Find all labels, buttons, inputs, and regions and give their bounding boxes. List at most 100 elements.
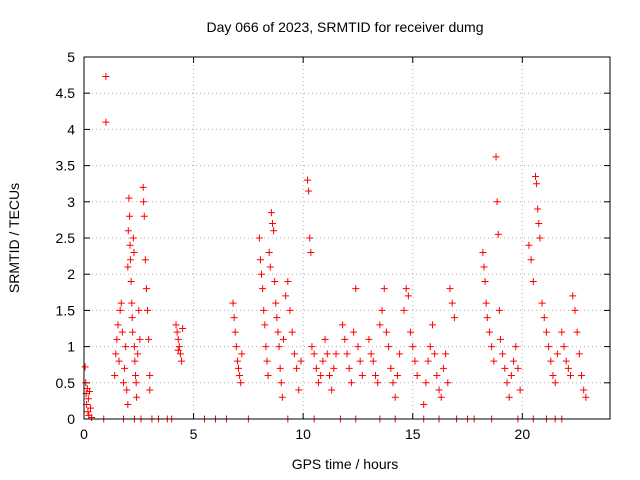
data-point xyxy=(139,183,147,191)
data-point xyxy=(172,321,180,329)
data-point xyxy=(111,372,119,380)
data-point xyxy=(341,335,349,343)
data-point xyxy=(378,306,386,314)
data-point xyxy=(317,372,325,380)
chart-title: Day 066 of 2023, SRMTID for receiver dum… xyxy=(206,19,483,35)
data-point xyxy=(356,357,364,365)
data-point xyxy=(431,350,439,358)
data-point xyxy=(402,285,410,293)
data-point xyxy=(85,387,93,395)
data-point xyxy=(310,350,318,358)
data-point xyxy=(488,343,496,351)
data-point xyxy=(268,220,276,228)
data-point xyxy=(446,285,454,293)
gridlines xyxy=(84,57,610,419)
data-point xyxy=(493,198,501,206)
data-point xyxy=(140,212,148,220)
data-point xyxy=(485,328,493,336)
data-point xyxy=(263,357,271,365)
data-point xyxy=(510,357,518,365)
data-point xyxy=(284,277,292,285)
data-point xyxy=(578,372,586,380)
data-point xyxy=(516,386,524,394)
data-point xyxy=(114,321,122,329)
data-point xyxy=(297,357,305,365)
data-point xyxy=(380,285,388,293)
data-point xyxy=(81,363,89,371)
data-point xyxy=(233,357,241,365)
data-point xyxy=(525,241,533,249)
data-point xyxy=(305,187,313,195)
data-point xyxy=(558,328,566,336)
data-point xyxy=(128,299,136,307)
data-point xyxy=(391,393,399,401)
data-point xyxy=(279,335,287,343)
x-tick-label: 15 xyxy=(405,426,421,442)
data-point xyxy=(127,277,135,285)
data-point xyxy=(514,364,522,372)
data-point xyxy=(264,372,272,380)
data-point xyxy=(119,379,127,387)
data-point xyxy=(580,386,588,394)
data-point xyxy=(146,386,154,394)
data-point xyxy=(262,343,270,351)
data-point xyxy=(230,314,238,322)
data-point xyxy=(527,256,535,264)
data-point xyxy=(483,314,491,322)
data-point xyxy=(448,299,456,307)
data-point xyxy=(124,227,132,235)
data-point xyxy=(261,321,269,329)
data-point xyxy=(531,172,539,180)
data-point xyxy=(382,328,390,336)
data-point xyxy=(562,357,570,365)
data-point xyxy=(573,328,581,336)
y-axis-label: SRMTID / TECUs xyxy=(6,183,22,293)
data-point xyxy=(536,234,544,242)
data-point xyxy=(102,73,110,81)
data-point xyxy=(352,285,360,293)
data-point xyxy=(124,263,132,271)
data-point xyxy=(238,350,246,358)
data-point xyxy=(174,346,182,354)
data-point xyxy=(538,299,546,307)
y-tick-label: 1.5 xyxy=(56,302,76,318)
data-point xyxy=(304,176,312,184)
data-point xyxy=(560,343,568,351)
data-point xyxy=(286,306,294,314)
data-point xyxy=(481,277,489,285)
data-point xyxy=(534,205,542,213)
x-tick-label: 20 xyxy=(515,426,531,442)
data-point xyxy=(125,194,133,202)
y-tick-label: 2 xyxy=(67,266,75,282)
data-point xyxy=(549,372,557,380)
data-point xyxy=(551,379,559,387)
x-axis-label: GPS time / hours xyxy=(292,456,399,472)
data-point xyxy=(87,404,95,412)
data-point xyxy=(82,379,90,387)
data-point xyxy=(553,350,561,358)
data-point xyxy=(126,256,134,264)
data-point xyxy=(420,401,428,409)
y-tick-label: 1 xyxy=(67,339,75,355)
data-point xyxy=(145,335,153,343)
data-point xyxy=(433,372,441,380)
data-point xyxy=(450,314,458,322)
data-point xyxy=(235,364,243,372)
data-point xyxy=(319,357,327,365)
data-point xyxy=(343,350,351,358)
data-point xyxy=(129,328,137,336)
data-point xyxy=(270,227,278,235)
data-point xyxy=(507,372,515,380)
data-point xyxy=(328,386,336,394)
data-point xyxy=(176,350,184,358)
data-point xyxy=(126,212,134,220)
data-point xyxy=(141,256,149,264)
plot-frame xyxy=(83,56,611,420)
data-point xyxy=(267,209,275,217)
data-point xyxy=(113,335,121,343)
x-tick-label: 10 xyxy=(295,426,311,442)
data-point xyxy=(237,379,245,387)
data-point xyxy=(272,299,280,307)
data-point xyxy=(121,364,129,372)
data-point xyxy=(130,343,138,351)
